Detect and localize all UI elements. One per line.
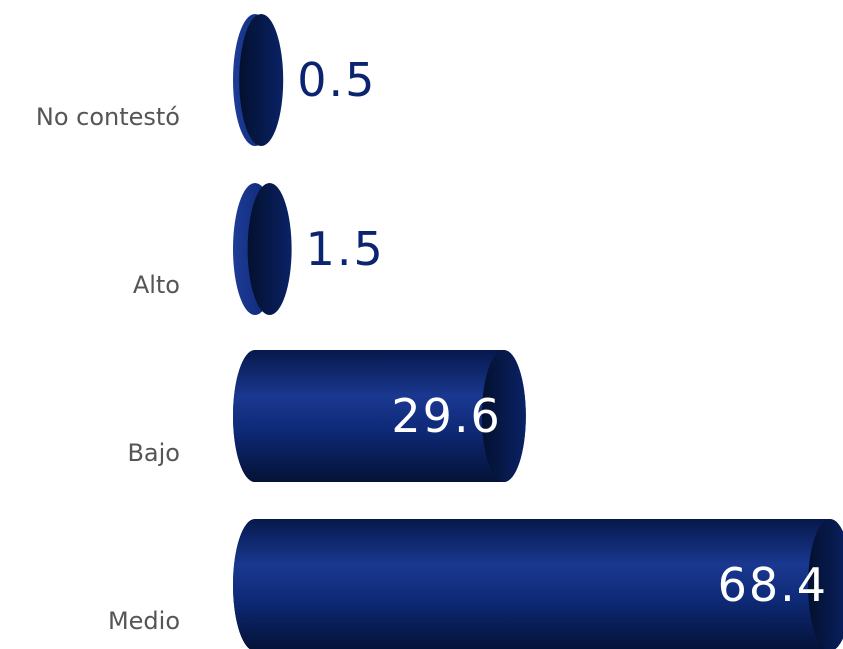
category-label: Medio [108, 607, 180, 635]
bar-1 [233, 14, 284, 146]
bar-4 [233, 519, 843, 649]
category-label: Alto [133, 271, 180, 299]
bar-end-face [247, 183, 292, 315]
value-label: 29.6 [391, 389, 501, 443]
bar-end-face [808, 519, 843, 649]
value-label: 0.5 [297, 53, 376, 107]
value-label: 1.5 [306, 222, 385, 276]
category-label: Bajo [127, 439, 180, 467]
category-label: No contestó [36, 103, 180, 131]
bar-end-face [481, 350, 526, 482]
bar-left-cap [233, 350, 277, 482]
bar-end-face [239, 14, 284, 146]
bar-body [233, 350, 526, 482]
bar-2 [233, 183, 292, 315]
bar-3 [233, 350, 526, 482]
bar-left-cap [233, 519, 277, 649]
value-label: 68.4 [718, 558, 828, 612]
bar-body [233, 519, 843, 649]
